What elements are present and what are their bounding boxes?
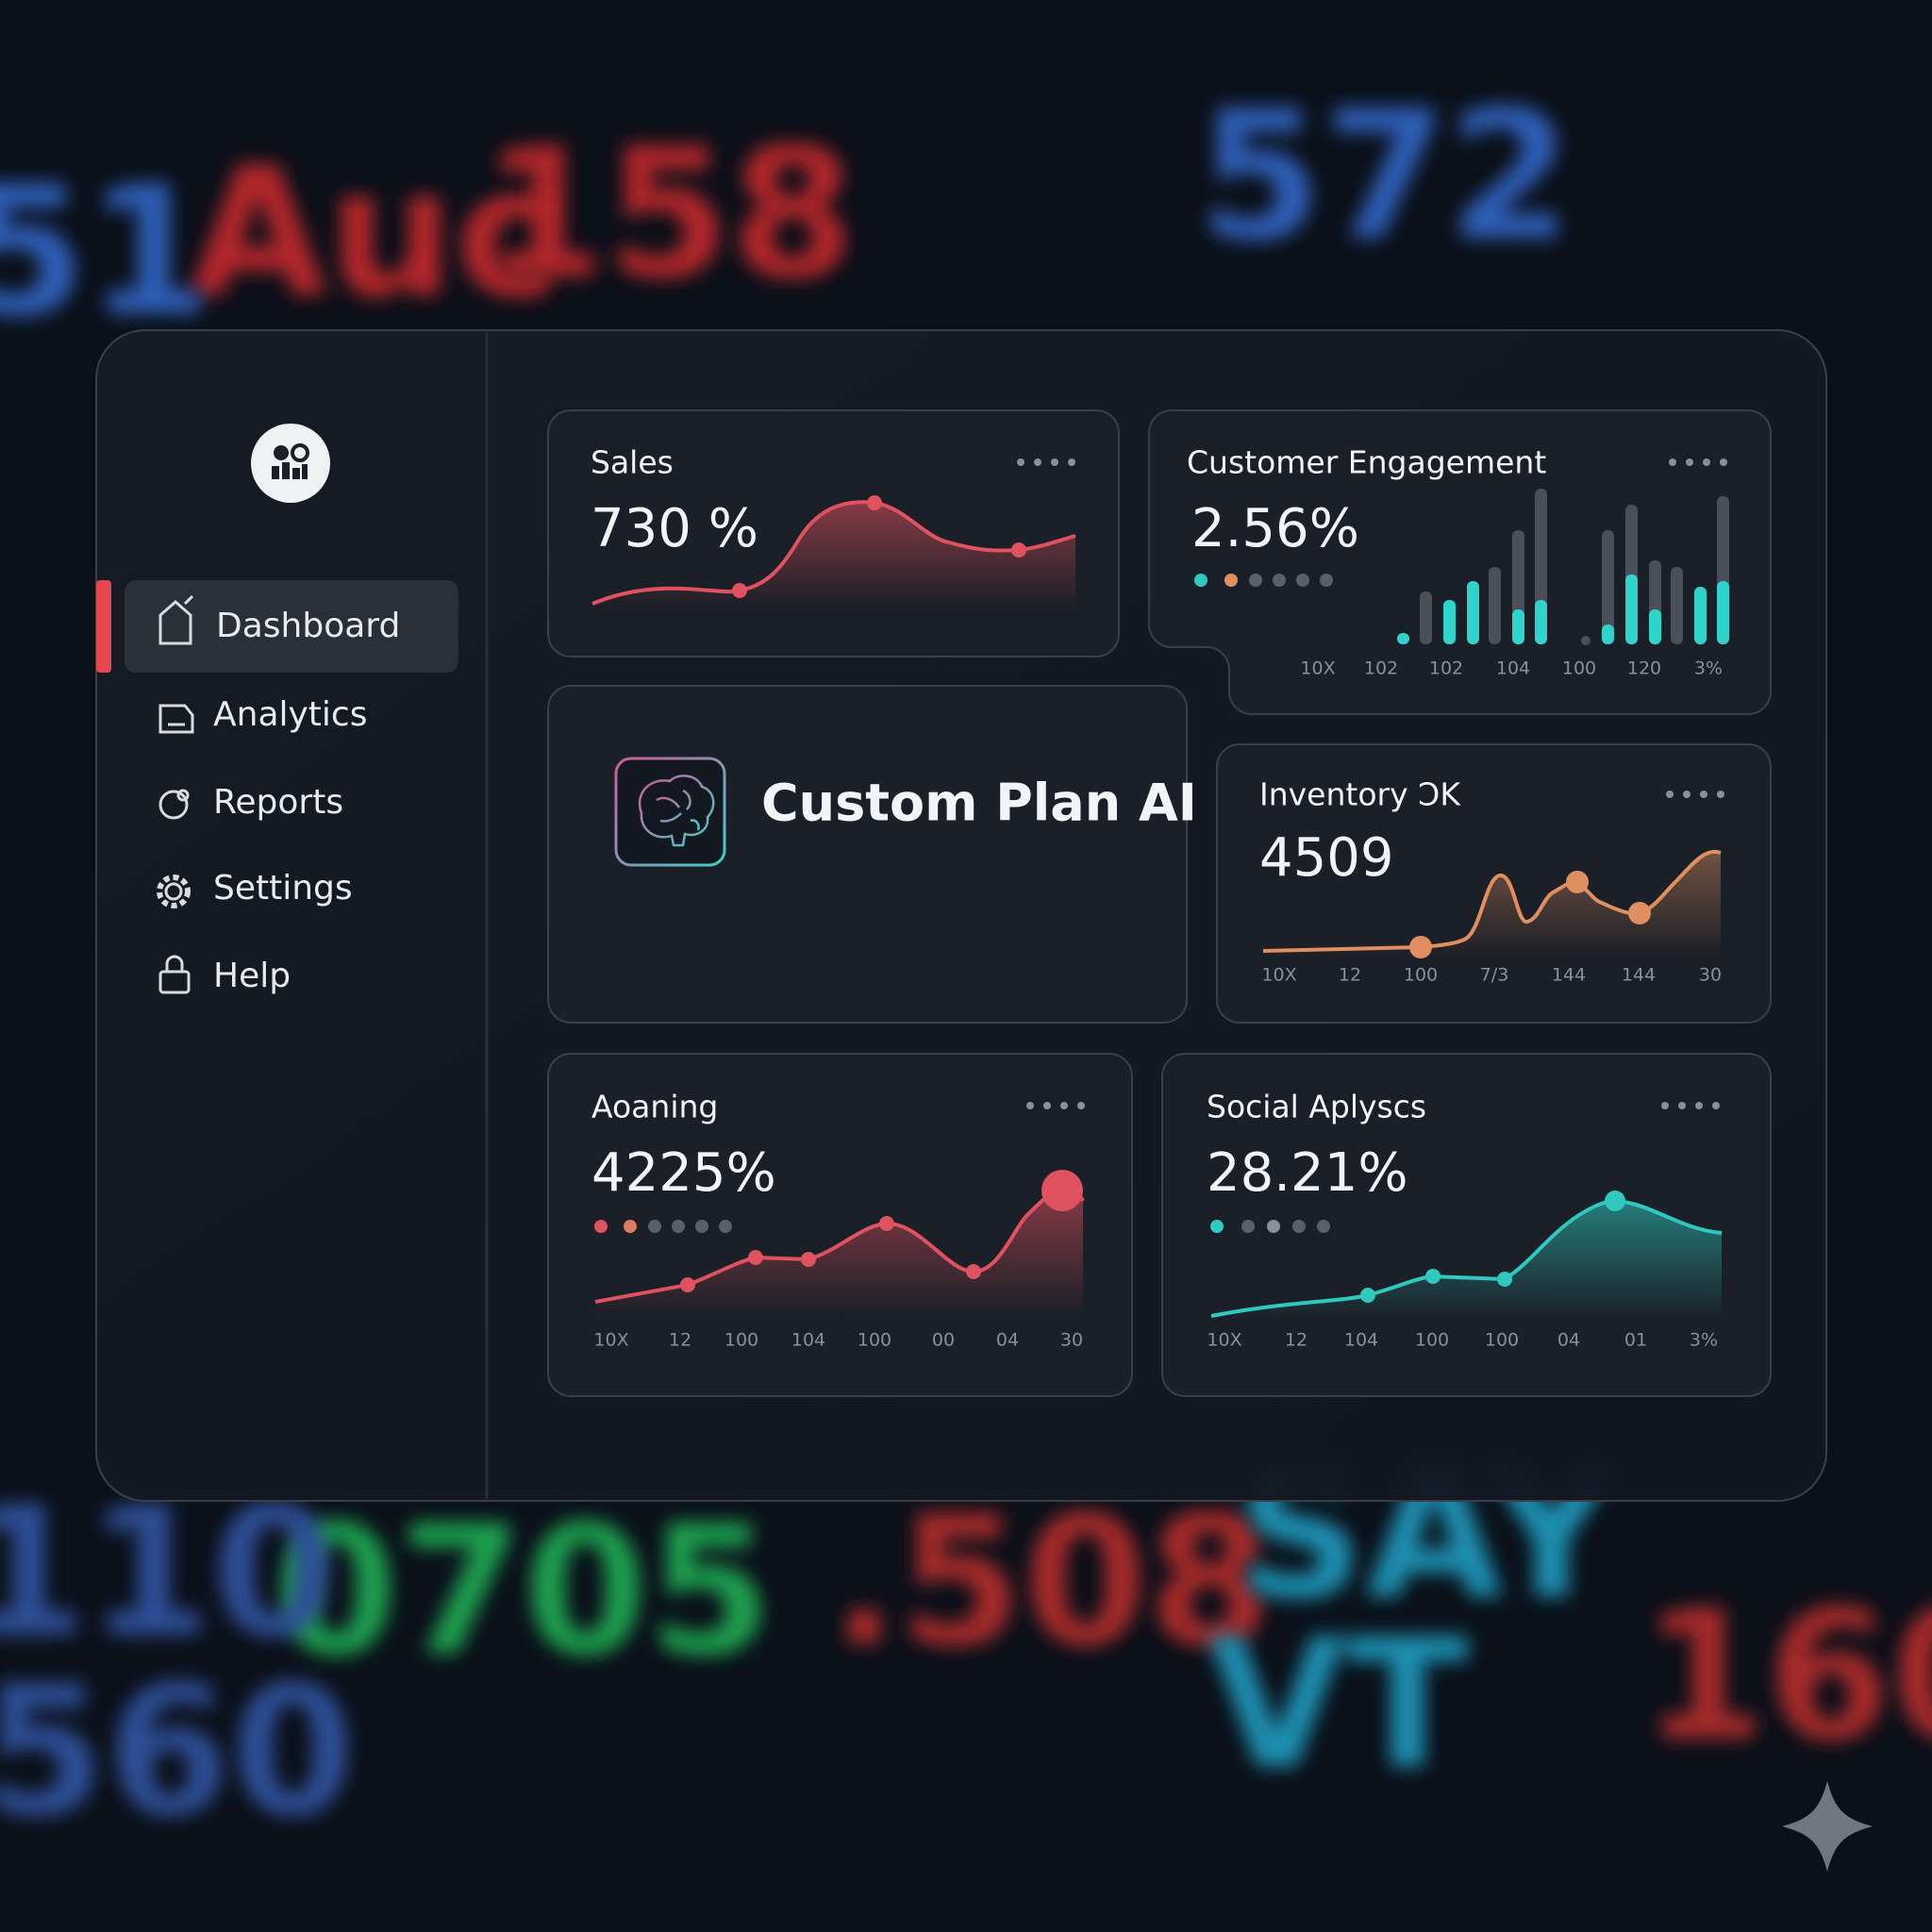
sidebar: Dashboard Analytics Reports Settings Hel… [96, 424, 458, 995]
area [1263, 851, 1721, 958]
x-tick-label: 100 [1404, 965, 1438, 986]
x-tick-label: 30 [1699, 965, 1722, 986]
x-tick-label: 01 [1624, 1330, 1647, 1351]
card-value: 28.21% [1207, 1142, 1408, 1204]
nav-icons [157, 594, 194, 994]
x-tick-label: 10X [1300, 658, 1335, 679]
points [1409, 871, 1651, 958]
x-tick-label: 12 [1339, 965, 1361, 986]
x-axis: 10X 102 102 104 100 120 3% [1300, 658, 1723, 679]
x-tick-label: 104 [791, 1330, 825, 1351]
card-value: 4509 [1259, 827, 1394, 889]
x-tick-label: 3% [1694, 658, 1723, 679]
brain-icon [639, 774, 715, 847]
card-value: 2.56% [1191, 498, 1359, 559]
x-tick-label: 10X [1261, 965, 1296, 986]
card-title: Social Aplyscs [1207, 1089, 1426, 1125]
x-tick-label: 120 [1627, 658, 1661, 679]
x-tick-label: 144 [1622, 965, 1656, 986]
points [680, 1170, 1083, 1292]
inventory-card: Inventory ƆK 4509 10X 12 100 7/3 144 144 30 [1216, 743, 1772, 1024]
bg-text: 110 [0, 1468, 337, 1676]
menu-dots[interactable] [1666, 791, 1724, 798]
ai-icon [614, 757, 726, 867]
pager-dots [1194, 574, 1333, 587]
menu-dots[interactable] [1669, 458, 1727, 466]
x-tick-label: 102 [1364, 658, 1398, 679]
aoaning-card: Aoaning 4225% 10X 12 100 104 100 00 04 30 [547, 1053, 1133, 1397]
points [1360, 1191, 1625, 1303]
menu-dots[interactable] [1661, 1102, 1720, 1109]
card-bg [1148, 409, 1772, 715]
card-title: Aoaning [591, 1089, 718, 1125]
social-card: Social Aplyscs 28.21% 10X 12 104 100 100 04 01… [1161, 1053, 1772, 1397]
active-indicator [96, 580, 111, 673]
bg-text: 158 [481, 109, 856, 318]
x-tick-label: 7/3 [1480, 965, 1509, 986]
plan-card: Custom Plan AI [547, 685, 1197, 1024]
nav-item[interactable]: Settings [213, 869, 353, 908]
bg-text: 560 [0, 1647, 356, 1856]
x-tick-label: 104 [1496, 658, 1530, 679]
nav-item[interactable]: Help [213, 957, 291, 995]
line [1262, 849, 1722, 953]
x-tick-label: 100 [1485, 1330, 1519, 1351]
x-tick-label: 12 [669, 1330, 691, 1351]
card-title: Custom Plan AI [761, 774, 1197, 833]
bg-text: 0705 [274, 1487, 773, 1695]
card-value: 730 % [591, 498, 758, 559]
x-tick-label: 100 [1562, 658, 1596, 679]
bg-text: .508 [830, 1477, 1273, 1686]
x-tick-label: 10X [1207, 1330, 1241, 1351]
nav-item[interactable]: Dashboard [216, 607, 400, 645]
bg-text: VT [1208, 1600, 1469, 1808]
watermark [1782, 1781, 1873, 1872]
area [592, 502, 1075, 608]
x-tick-label: 100 [858, 1330, 891, 1351]
menu-dots[interactable] [1017, 458, 1075, 466]
card-value: 4225% [591, 1142, 776, 1204]
nav-item[interactable]: Reports [213, 783, 343, 822]
bg-text: Auc [189, 128, 561, 337]
area [595, 1191, 1083, 1316]
bg-text: 1606 [1641, 1572, 1932, 1780]
pager-dots [1210, 1220, 1330, 1233]
x-tick-label: 100 [1415, 1330, 1449, 1351]
x-tick-label: 04 [1557, 1330, 1580, 1351]
card-title: Customer Engagement [1187, 444, 1546, 481]
card-title: Sales [591, 444, 674, 481]
bg-text: 572 [1198, 72, 1573, 280]
pager-dots [594, 1220, 732, 1233]
area [1211, 1201, 1722, 1321]
nav-active-bg[interactable] [125, 580, 458, 673]
line [1210, 1198, 1723, 1318]
x-tick-label: 00 [932, 1330, 955, 1351]
logo-icon [272, 443, 309, 479]
bars-front [1397, 575, 1729, 644]
points [732, 495, 1026, 598]
engagement-card: Customer Engagement 2.56% 10X 102 102 104 10… [1148, 409, 1772, 715]
x-axis: 10X 12 100 7/3 144 144 30 [1261, 965, 1722, 986]
x-tick-label: 10X [593, 1330, 628, 1351]
menu-dots[interactable] [1026, 1102, 1085, 1109]
x-tick-label: 3% [1690, 1330, 1718, 1351]
sales-card: Sales 730 % [547, 409, 1120, 658]
bg-text: 51 [0, 147, 211, 356]
x-tick-label: 30 [1060, 1330, 1083, 1351]
x-tick-label: 04 [996, 1330, 1019, 1351]
logo[interactable] [251, 424, 330, 503]
nav-item[interactable]: Analytics [213, 695, 367, 734]
x-tick-label: 104 [1344, 1330, 1378, 1351]
x-tick-label: 144 [1552, 965, 1586, 986]
x-tick-label: 102 [1429, 658, 1463, 679]
x-axis: 10X 12 104 100 100 04 01 3% [1207, 1330, 1718, 1351]
x-tick-label: 100 [724, 1330, 758, 1351]
card-title: Inventory ƆK [1259, 776, 1461, 813]
x-tick-label: 12 [1285, 1330, 1307, 1351]
x-axis: 10X 12 100 104 100 00 04 30 [593, 1330, 1083, 1351]
